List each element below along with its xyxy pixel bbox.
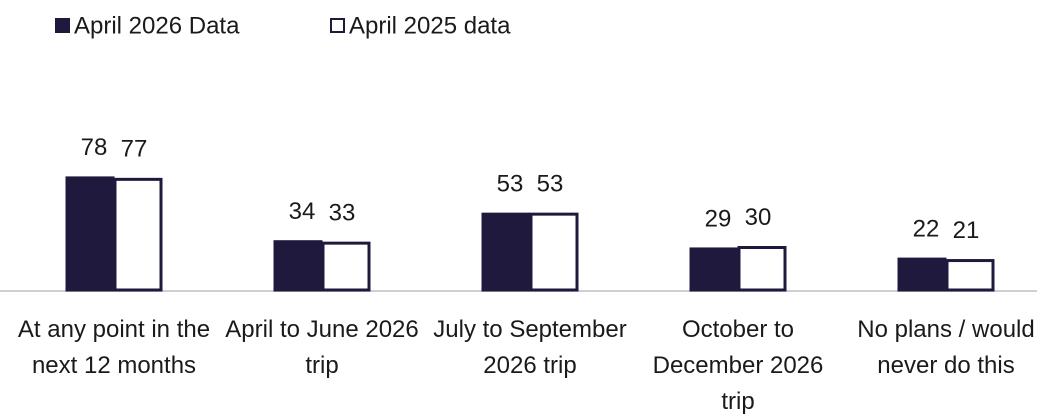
value-label: 53 — [537, 170, 564, 197]
value-label: 29 — [705, 205, 732, 232]
value-label: 34 — [289, 198, 316, 225]
value-label: 22 — [913, 215, 940, 242]
value-label: 53 — [497, 170, 524, 197]
value-label: 21 — [953, 217, 980, 244]
bar — [529, 212, 579, 292]
legend-swatch — [330, 18, 345, 33]
bar — [945, 259, 995, 292]
legend-swatch — [55, 18, 70, 33]
bar — [897, 257, 947, 292]
bar — [113, 177, 163, 292]
category-label: July to September 2026 trip — [433, 316, 627, 379]
category-label: At any point in the next 12 months — [17, 316, 211, 379]
value-label: 33 — [329, 199, 356, 226]
bar — [737, 246, 787, 292]
bar — [321, 241, 371, 292]
bar — [273, 240, 323, 292]
value-label: 30 — [745, 204, 772, 231]
bar — [65, 176, 115, 292]
category-label: No plans / would never do this — [857, 316, 1035, 379]
legend-label: April 2026 Data — [74, 12, 240, 39]
category-label: April to June 2026 trip — [225, 316, 419, 379]
bar — [689, 247, 739, 292]
bar — [481, 212, 531, 292]
category-label: October to December 2026 trip — [652, 316, 824, 414]
legend-label: April 2025 data — [349, 12, 511, 39]
value-label: 78 — [81, 134, 108, 161]
value-label: 77 — [121, 136, 148, 163]
